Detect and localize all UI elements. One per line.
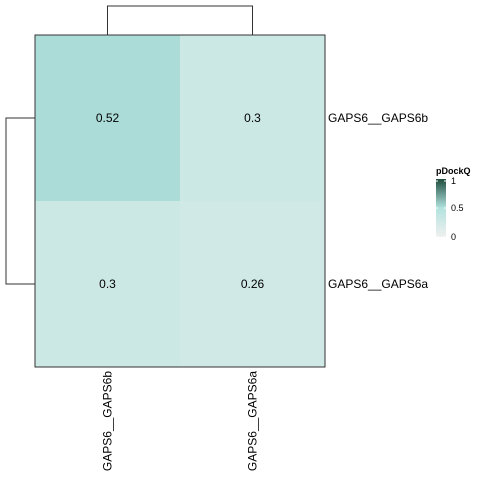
cell-value-labels: 0.52 0.3 0.3 0.26 (96, 111, 265, 291)
heatmap-cell (35, 35, 180, 201)
column-label: GAPS6__GAPS6a (246, 371, 260, 471)
cell-value-label: 0.3 (244, 111, 261, 125)
heatmap-cell (180, 201, 325, 367)
row-dendrogram-branch (5, 117, 35, 285)
heatmap-cells (35, 35, 325, 367)
color-legend: pDockQ 10.50 (436, 166, 471, 242)
column-dendrogram (107, 5, 253, 35)
heatmap-cell (35, 201, 180, 367)
cell-value-label: 0.3 (99, 277, 116, 291)
legend-title: pDockQ (436, 166, 471, 176)
row-dendrogram (5, 117, 35, 285)
column-dendrogram-branch (107, 5, 253, 35)
cell-value-label: 0.26 (241, 277, 265, 291)
legend-ticks: 10.50 (436, 176, 464, 242)
row-label: GAPS6__GAPS6a (328, 277, 428, 291)
legend-tick-label: 1 (451, 176, 456, 186)
cell-value-label: 0.52 (96, 111, 120, 125)
column-label: GAPS6__GAPS6b (101, 371, 115, 471)
legend-color-bar (436, 179, 446, 237)
heatmap-border (34, 34, 326, 368)
row-label: GAPS6__GAPS6b (328, 111, 428, 125)
row-labels: GAPS6__GAPS6b GAPS6__GAPS6a (328, 111, 428, 291)
legend-tick-label: 0 (451, 232, 456, 242)
column-labels: GAPS6__GAPS6b GAPS6__GAPS6a (101, 371, 260, 471)
legend-tick-label: 0.5 (451, 203, 464, 213)
heatmap-cell (180, 35, 325, 201)
